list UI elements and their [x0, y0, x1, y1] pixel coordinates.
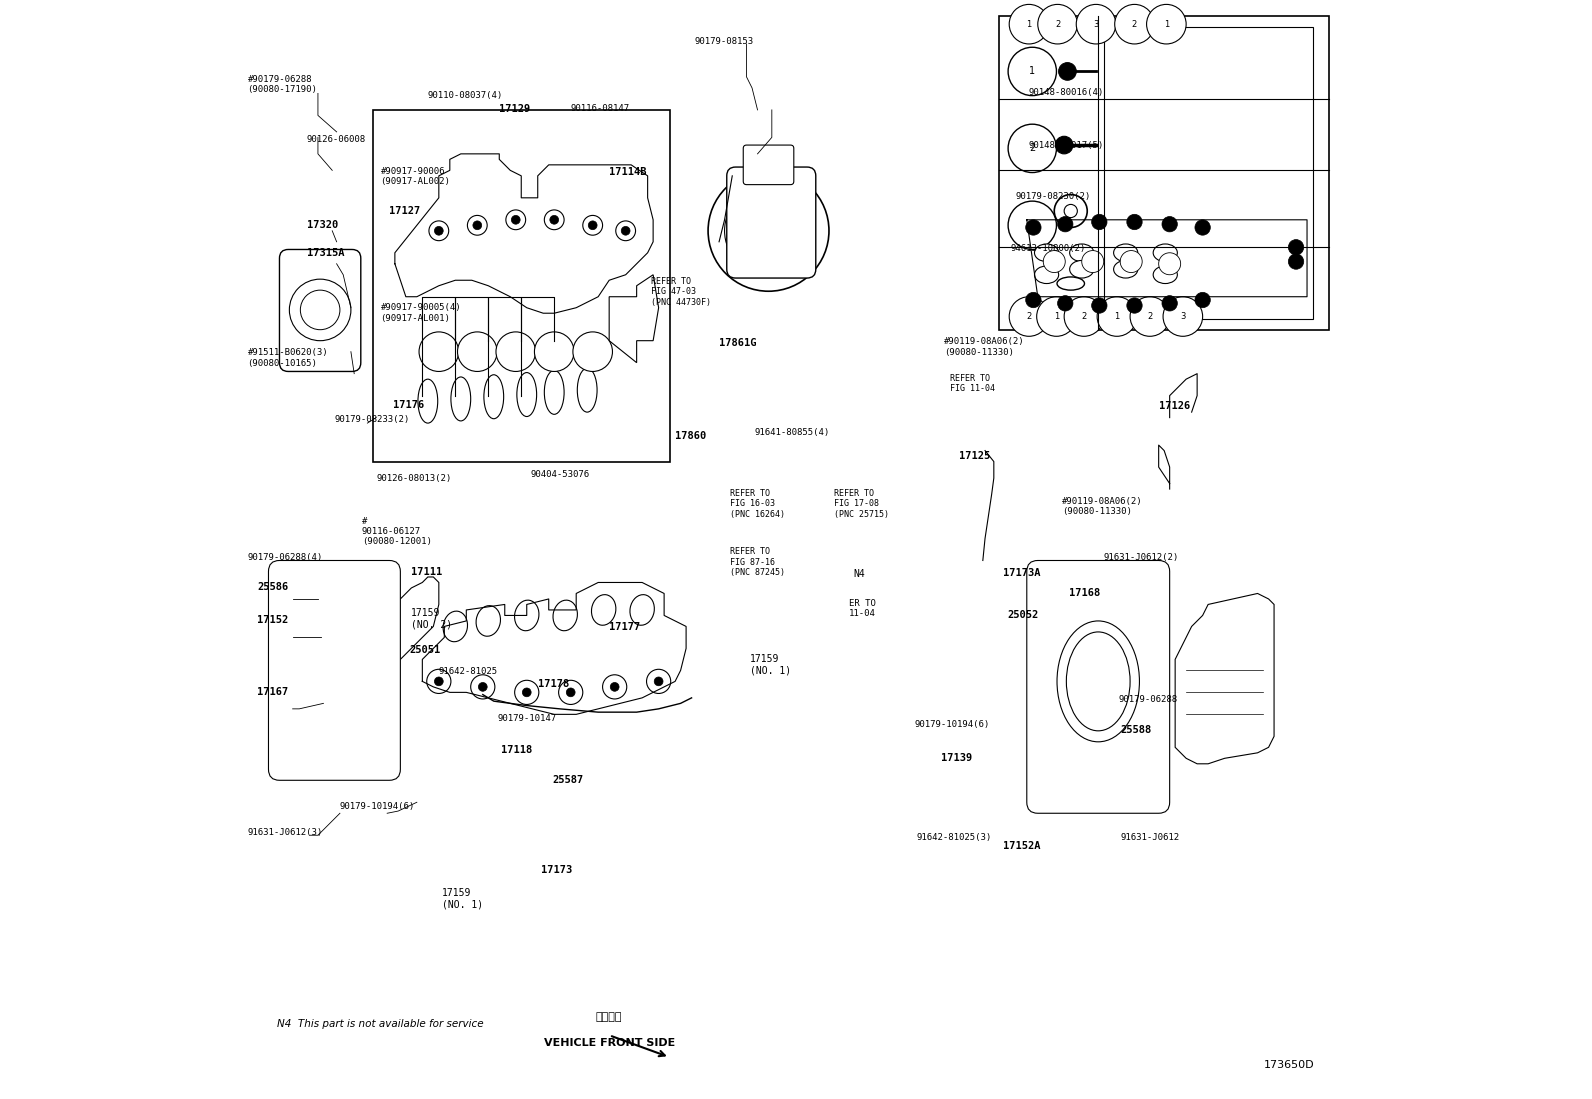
Text: 25587: 25587	[552, 775, 583, 785]
Ellipse shape	[1114, 244, 1138, 262]
Text: #90917-90005(4)
(90917-AL001): #90917-90005(4) (90917-AL001)	[380, 303, 462, 323]
Text: 17152: 17152	[258, 615, 288, 625]
Ellipse shape	[514, 600, 540, 631]
Text: #90179-06288
(90080-17190): #90179-06288 (90080-17190)	[248, 75, 317, 95]
Circle shape	[1036, 297, 1076, 336]
Text: 25051: 25051	[409, 645, 441, 655]
Circle shape	[1196, 220, 1210, 235]
Ellipse shape	[476, 606, 500, 636]
Text: #90119-08A06(2)
(90080-11330): #90119-08A06(2) (90080-11330)	[944, 337, 1025, 357]
Circle shape	[290, 279, 350, 341]
Circle shape	[567, 688, 575, 697]
Text: 1: 1	[1054, 312, 1059, 321]
Text: #90917-90006
(90917-AL002): #90917-90006 (90917-AL002)	[380, 167, 451, 187]
Text: 17114B: 17114B	[610, 167, 646, 177]
Text: 90179-06288(4): 90179-06288(4)	[248, 553, 323, 562]
Circle shape	[740, 203, 796, 258]
Ellipse shape	[544, 370, 564, 414]
Polygon shape	[610, 275, 659, 363]
Circle shape	[1159, 253, 1181, 275]
Text: 91631-J0612: 91631-J0612	[1121, 833, 1180, 842]
Circle shape	[1087, 256, 1098, 267]
Circle shape	[559, 680, 583, 704]
Circle shape	[1025, 292, 1041, 308]
Ellipse shape	[1035, 244, 1059, 262]
Circle shape	[1121, 251, 1141, 273]
Circle shape	[654, 677, 662, 686]
Ellipse shape	[484, 375, 503, 419]
Text: 90179-10194(6): 90179-10194(6)	[915, 720, 990, 729]
Circle shape	[1146, 4, 1186, 44]
Ellipse shape	[592, 595, 616, 625]
Text: 1: 1	[1164, 20, 1169, 29]
Ellipse shape	[419, 379, 438, 423]
Circle shape	[1126, 256, 1137, 267]
Text: 17173: 17173	[541, 865, 572, 875]
Text: 車両前方: 車両前方	[595, 1012, 622, 1022]
Text: N4  This part is not available for service: N4 This part is not available for servic…	[277, 1019, 484, 1030]
Text: 17320: 17320	[307, 220, 338, 230]
Text: 17168: 17168	[1068, 588, 1100, 598]
Text: 1: 1	[1028, 66, 1035, 77]
Text: 2: 2	[1081, 312, 1087, 321]
Ellipse shape	[1067, 632, 1130, 731]
FancyBboxPatch shape	[1103, 27, 1312, 319]
FancyBboxPatch shape	[280, 249, 361, 371]
Text: 94613-10800(2): 94613-10800(2)	[1011, 244, 1086, 253]
Text: 17126: 17126	[1159, 401, 1189, 411]
Ellipse shape	[517, 373, 537, 417]
Ellipse shape	[630, 595, 654, 625]
Text: 90179-10147: 90179-10147	[497, 714, 556, 723]
Text: 90404-53076: 90404-53076	[530, 470, 589, 479]
Circle shape	[1008, 201, 1057, 249]
Text: #90119-08A06(2)
(90080-11330): #90119-08A06(2) (90080-11330)	[1062, 497, 1143, 517]
Text: #
90116-06127
(90080-12001): # 90116-06127 (90080-12001)	[361, 517, 431, 546]
Ellipse shape	[1070, 260, 1094, 278]
Text: 91631-J0612(3): 91631-J0612(3)	[248, 828, 323, 836]
Circle shape	[1038, 4, 1078, 44]
Text: 90179-08233(2): 90179-08233(2)	[334, 415, 409, 424]
Text: N4: N4	[853, 569, 864, 579]
Text: 91641-80855(4): 91641-80855(4)	[755, 428, 829, 436]
Circle shape	[1162, 217, 1178, 232]
Text: 17315A: 17315A	[307, 248, 344, 258]
Circle shape	[724, 187, 812, 275]
Circle shape	[1288, 240, 1304, 255]
Text: 17125: 17125	[958, 451, 990, 460]
Text: 2: 2	[1132, 20, 1137, 29]
Text: 91642-81025: 91642-81025	[439, 667, 498, 676]
Circle shape	[1057, 217, 1073, 232]
FancyBboxPatch shape	[1027, 560, 1170, 813]
Circle shape	[473, 221, 482, 230]
Text: 3: 3	[1028, 220, 1035, 231]
Circle shape	[1288, 254, 1304, 269]
Circle shape	[1009, 4, 1049, 44]
Circle shape	[468, 215, 487, 235]
Text: 17129: 17129	[500, 104, 530, 114]
Text: #91511-B0620(3)
(90080-10165): #91511-B0620(3) (90080-10165)	[248, 348, 328, 368]
FancyBboxPatch shape	[728, 167, 815, 278]
Ellipse shape	[1114, 260, 1138, 278]
Circle shape	[522, 688, 532, 697]
Ellipse shape	[451, 377, 471, 421]
Circle shape	[497, 332, 535, 371]
Circle shape	[1164, 258, 1175, 269]
Text: VEHICLE FRONT SIDE: VEHICLE FRONT SIDE	[543, 1039, 675, 1048]
Circle shape	[511, 215, 521, 224]
Ellipse shape	[1153, 266, 1178, 284]
Text: 3: 3	[1180, 312, 1186, 321]
Text: 2: 2	[1055, 20, 1060, 29]
Ellipse shape	[443, 611, 468, 642]
Circle shape	[1076, 4, 1116, 44]
Circle shape	[435, 677, 443, 686]
Ellipse shape	[578, 368, 597, 412]
Text: 90179-10194(6): 90179-10194(6)	[341, 802, 416, 811]
Text: 25052: 25052	[1008, 610, 1038, 620]
Circle shape	[535, 332, 575, 371]
Circle shape	[1130, 297, 1170, 336]
Text: 173650D: 173650D	[1264, 1061, 1315, 1070]
Text: 17178: 17178	[538, 679, 568, 689]
Circle shape	[1008, 47, 1057, 96]
Circle shape	[583, 215, 603, 235]
Circle shape	[1114, 4, 1154, 44]
